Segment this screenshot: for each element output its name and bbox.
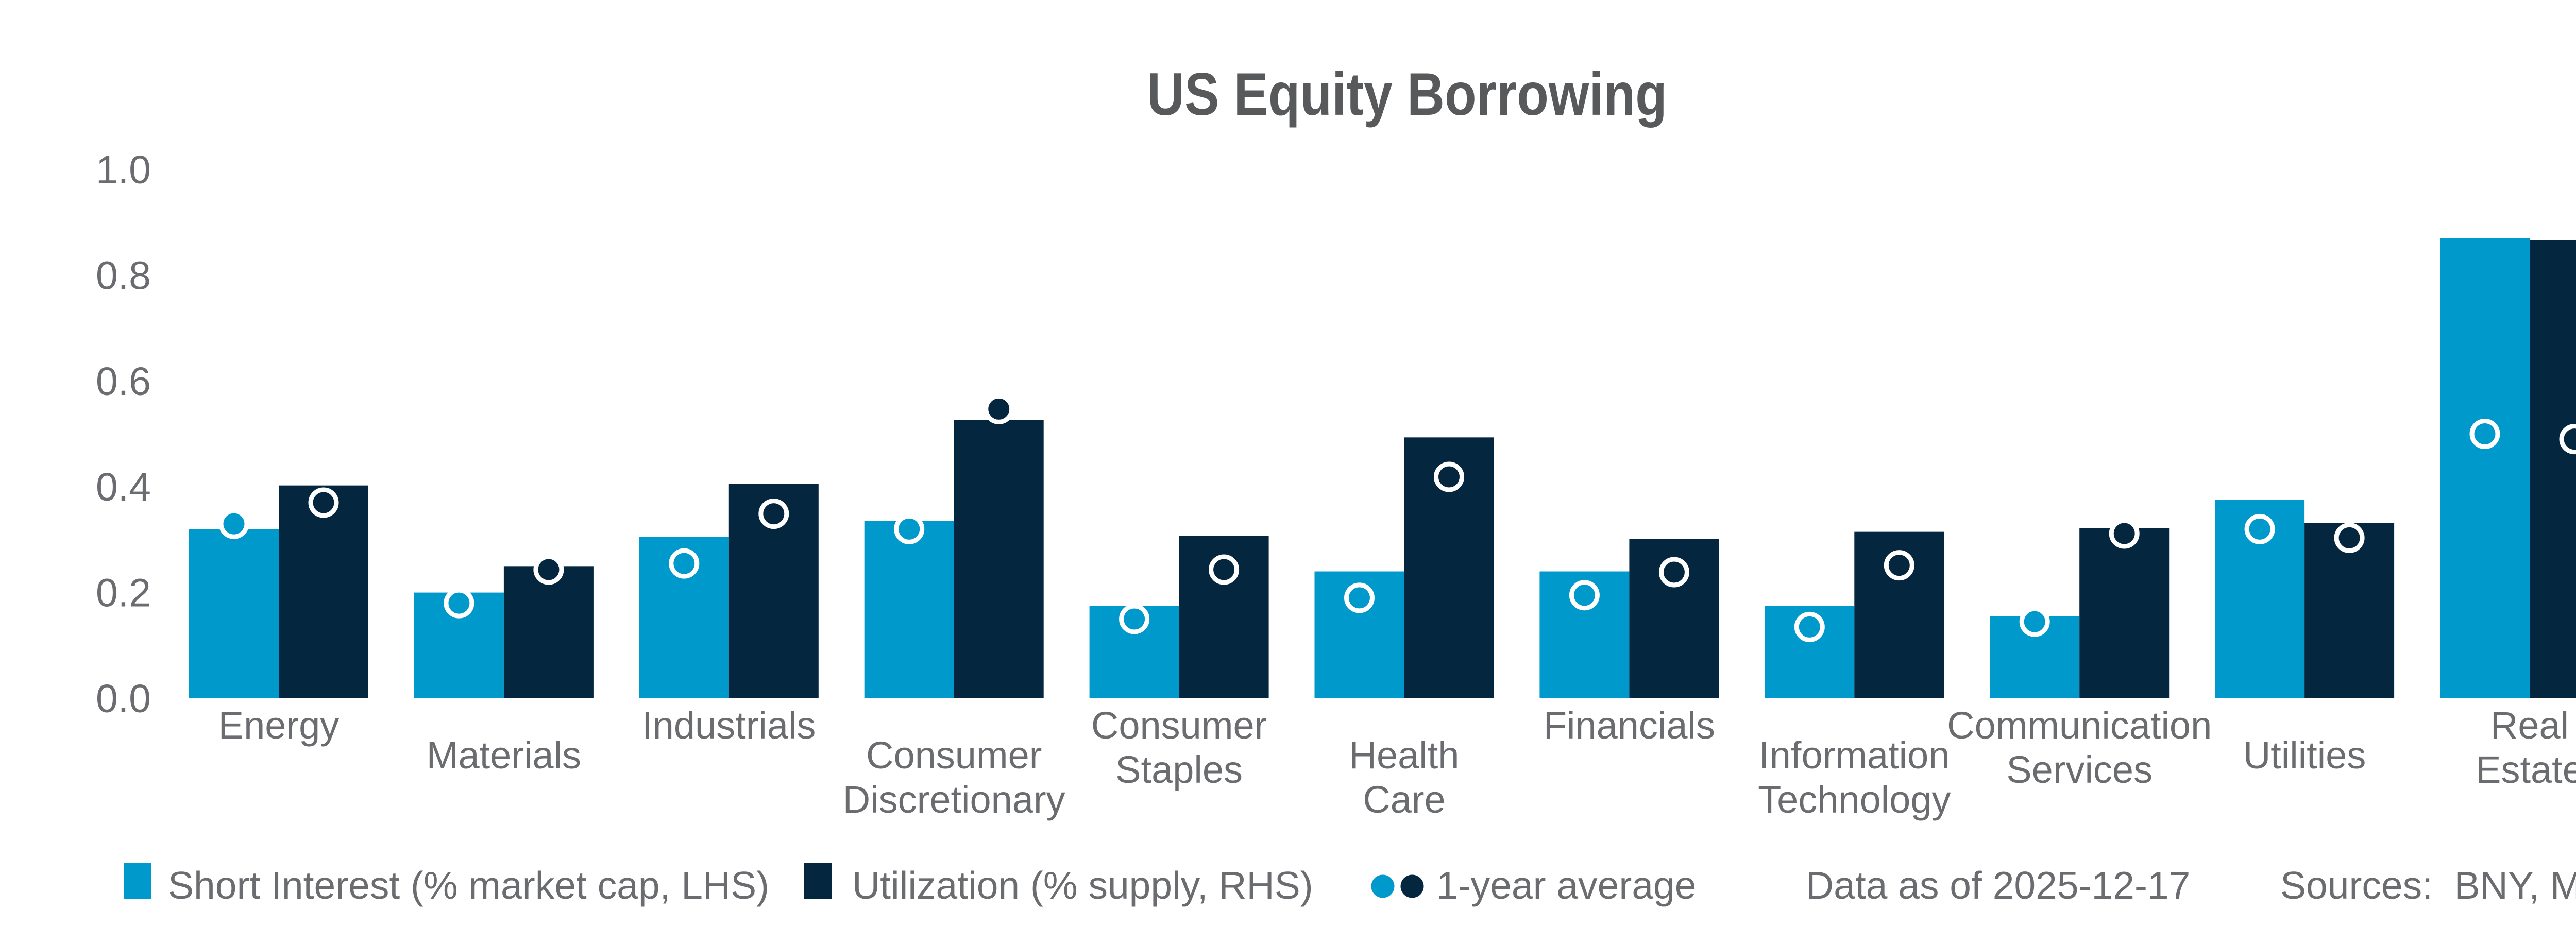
legend-label-utilization: Utilization (% supply, RHS) [852,864,1313,907]
chart-title: US Equity Borrowing [1147,60,1667,128]
marker-utilization-average-financials [1658,557,1689,588]
left-axis-tick-label: 1.0 [96,148,151,192]
bar-short-interest-real-estate [2440,238,2530,698]
category-label-real-estate: Real Estate [2476,704,2576,791]
category-label-information-technology: Information Technology [1758,734,1951,821]
marker-utilization-average-materials [533,554,564,585]
bar-short-interest-energy [189,529,279,698]
marker-short-interest-average-energy [218,508,249,539]
marker-utilization-average-communication-services [2109,518,2140,549]
marker-utilization-average-health-care [1434,461,1464,492]
category-label-consumer-staples: Consumer Staples [1091,704,1267,791]
marker-utilization-average-consumer-staples [1209,554,1240,585]
legend-dot-short-interest-average-icon [1371,874,1395,898]
marker-utilization-average-industrials [758,499,789,529]
left-axis-tick-label: 0.8 [96,253,151,298]
footer-data-as-of: Data as of 2025-12-17 [1806,864,2190,907]
marker-short-interest-average-financials [1569,580,1600,611]
legend-label-average: 1-year average [1436,864,1696,907]
bar-utilization-energy [279,485,368,698]
marker-short-interest-average-health-care [1344,582,1375,613]
marker-short-interest-average-consumer-discretionary [894,513,925,544]
bar-short-interest-consumer-discretionary [864,521,954,698]
category-label-communication-services: Communication Services [1947,704,2212,791]
category-label-utilities: Utilities [2243,734,2366,777]
category-label-consumer-discretionary: Consumer Discretionary [843,734,1065,821]
category-label-health-care: Health Care [1349,734,1460,821]
category-label-industrials: Industrials [642,704,816,747]
marker-short-interest-average-utilities [2244,513,2275,544]
legend-swatch-utilization [804,863,832,899]
marker-utilization-average-utilities [2334,522,2365,553]
marker-short-interest-average-materials [444,588,474,619]
marker-utilization-average-real-estate [2559,424,2576,455]
marker-short-interest-average-consumer-staples [1119,604,1150,634]
marker-utilization-average-information-technology [1884,550,1914,581]
footer-sources: Sources: BNY, MSCI [2280,864,2576,907]
category-label-materials: Materials [427,734,581,777]
legend-swatch-short-interest [124,863,151,899]
bar-utilization-consumer-discretionary [954,420,1044,698]
bar-utilization-communication-services [2079,528,2170,698]
category-label-financials: Financials [1544,704,1715,747]
marker-short-interest-average-real-estate [2469,419,2500,449]
left-axis-tick-label: 0.4 [96,465,151,509]
legend-label-short-interest: Short Interest (% market cap, LHS) [168,864,769,907]
marker-short-interest-average-industrials [669,548,700,579]
left-axis-tick-label: 0.2 [96,571,151,615]
left-axis-tick-label: 0.6 [96,359,151,404]
bar-utilization-real-estate [2530,240,2576,698]
legend-dot-utilization-average-icon [1400,874,1424,898]
marker-utilization-average-energy [308,487,339,518]
marker-short-interest-average-communication-services [2019,606,2050,637]
marker-utilization-average-consumer-discretionary [984,393,1014,424]
category-label-energy: Energy [218,704,339,747]
marker-short-interest-average-information-technology [1794,611,1825,642]
left-axis-tick-label: 0.0 [96,677,151,721]
bar-utilization-materials [503,566,594,698]
